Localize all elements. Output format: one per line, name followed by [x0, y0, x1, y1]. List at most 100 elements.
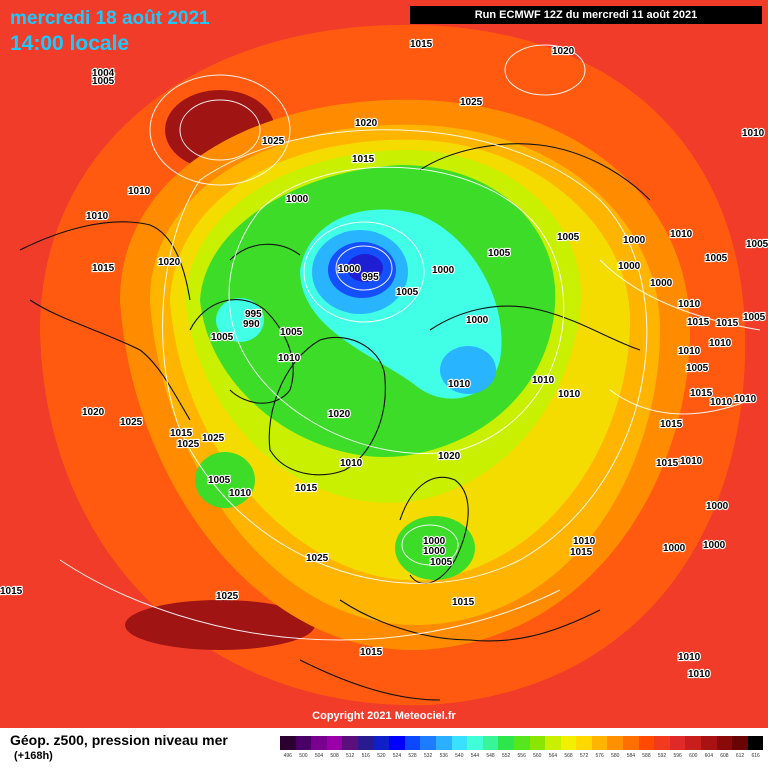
color-scale: [280, 736, 764, 750]
pressure-label: 1010: [678, 299, 701, 310]
pressure-label: 1005: [746, 239, 768, 250]
pressure-label: 1015: [716, 318, 739, 329]
legend-bar: Géop. z500, pression niveau mer (+168h) …: [0, 728, 768, 768]
pressure-label: 1010: [709, 338, 732, 349]
pressure-label: 1015: [170, 428, 193, 439]
color-scale-cell: [373, 736, 390, 750]
color-scale-tick: 496: [283, 753, 292, 759]
pressure-label: 1010: [680, 456, 703, 467]
pressure-label: 1010: [670, 229, 693, 240]
pressure-label: 1010: [558, 389, 581, 400]
pressure-label: 1000: [423, 536, 446, 547]
color-scale-cell: [513, 736, 530, 750]
pressure-label: 1025: [306, 553, 329, 564]
pressure-label: 1000: [338, 264, 361, 275]
pressure-label: 1005: [686, 363, 709, 374]
color-scale-tick: 504: [314, 753, 324, 759]
legend-subtitle: (+168h): [14, 750, 53, 762]
pressure-label: 1020: [158, 257, 181, 268]
pressure-label: 1015: [360, 647, 383, 658]
coast-canadian-arctic: [189, 243, 301, 404]
color-scale-cell: [311, 736, 327, 750]
color-scale-tick: 544: [470, 753, 480, 759]
pressure-label: 1025: [460, 97, 483, 108]
isobar: [162, 129, 648, 584]
color-scale-tick: 524: [392, 753, 402, 759]
color-scale-tick: 576: [595, 753, 604, 759]
pressure-label: 1020: [355, 118, 378, 129]
pressure-label: 1015: [656, 458, 679, 469]
pressure-label: 1010: [128, 186, 151, 197]
color-scale-tick: 616: [751, 753, 760, 759]
pressure-label: 1000: [618, 261, 641, 272]
pressure-label: 1005: [92, 76, 115, 87]
coast-greenland: [268, 336, 386, 476]
pressure-label: 1005: [557, 232, 580, 243]
color-scale-cell: [747, 736, 764, 750]
pressure-label: 1010: [532, 375, 555, 386]
isobar: [401, 524, 459, 566]
color-scale-cell: [576, 736, 592, 750]
pressure-label: 1000: [423, 546, 446, 557]
color-scale-cell: [326, 736, 343, 750]
color-scale-cell: [357, 736, 374, 750]
pressure-label: 1000: [623, 235, 646, 246]
pressure-label: 1010: [448, 379, 471, 390]
color-scale-cell: [716, 736, 733, 750]
isobar: [335, 245, 393, 291]
color-scale-tick: 520: [377, 753, 386, 759]
pressure-label: 1020: [438, 451, 461, 462]
color-scale-cell: [654, 736, 670, 750]
pressure-label: 1025: [216, 591, 239, 602]
color-scale-cell: [701, 736, 717, 750]
color-scale-cell: [545, 736, 561, 750]
coast-europe: [299, 599, 601, 701]
color-scale-cell: [638, 736, 655, 750]
isobar: [179, 99, 261, 161]
pressure-map: 1015100410051020102510251010102010151015…: [0, 0, 768, 728]
color-scale-cell: [295, 736, 312, 750]
field-green-scandinavia: [395, 516, 475, 580]
color-scale-tick: 600: [689, 753, 698, 759]
pressure-label: 1005: [430, 557, 453, 568]
color-scale-tick: 592: [657, 753, 667, 759]
color-scale-cell: [435, 736, 452, 750]
color-scale-cell: [591, 736, 608, 750]
color-scale-tick: 548: [486, 753, 495, 759]
field-light-blue-siberia: [440, 346, 496, 394]
color-scale-tick: 540: [455, 753, 464, 759]
pressure-label: 1010: [710, 397, 733, 408]
color-scale-cell: [342, 736, 358, 750]
color-scale-cell: [685, 736, 702, 750]
pressure-label: 1015: [295, 483, 318, 494]
color-scale-cell: [560, 736, 577, 750]
color-scale-tick: 584: [626, 753, 636, 759]
pressure-label: 1015: [687, 317, 710, 328]
coast-scandinavia: [399, 476, 469, 584]
color-scale-tick: 508: [330, 753, 339, 759]
color-scale-tick: 588: [642, 753, 651, 759]
pressure-label: 1010: [86, 211, 109, 222]
coast-siberia: [419, 143, 651, 351]
pressure-label: 1015: [690, 388, 713, 399]
color-scale-tick: 612: [735, 753, 745, 759]
color-scale-tick: 536: [439, 753, 448, 759]
pressure-label: 1015: [570, 547, 593, 558]
pressure-label: 1020: [328, 409, 351, 420]
pressure-label: 1015: [452, 597, 475, 608]
pressure-label: 1015: [410, 39, 433, 50]
color-scale-cell: [389, 736, 405, 750]
pressure-label: 1010: [734, 394, 757, 405]
color-scale-cell: [529, 736, 546, 750]
color-scale-tick: 596: [673, 753, 682, 759]
pressure-label: 1025: [120, 417, 143, 428]
coastlines: [19, 143, 651, 701]
field-deep-blue: [347, 254, 383, 282]
pressure-label: 1000: [466, 315, 489, 326]
pressure-label: 1015: [0, 586, 23, 597]
field-cyan-alaska: [216, 298, 264, 342]
color-scale-tick: 572: [579, 753, 589, 759]
color-scale-tick: 552: [501, 753, 511, 759]
color-scale-tick: 580: [611, 753, 620, 759]
